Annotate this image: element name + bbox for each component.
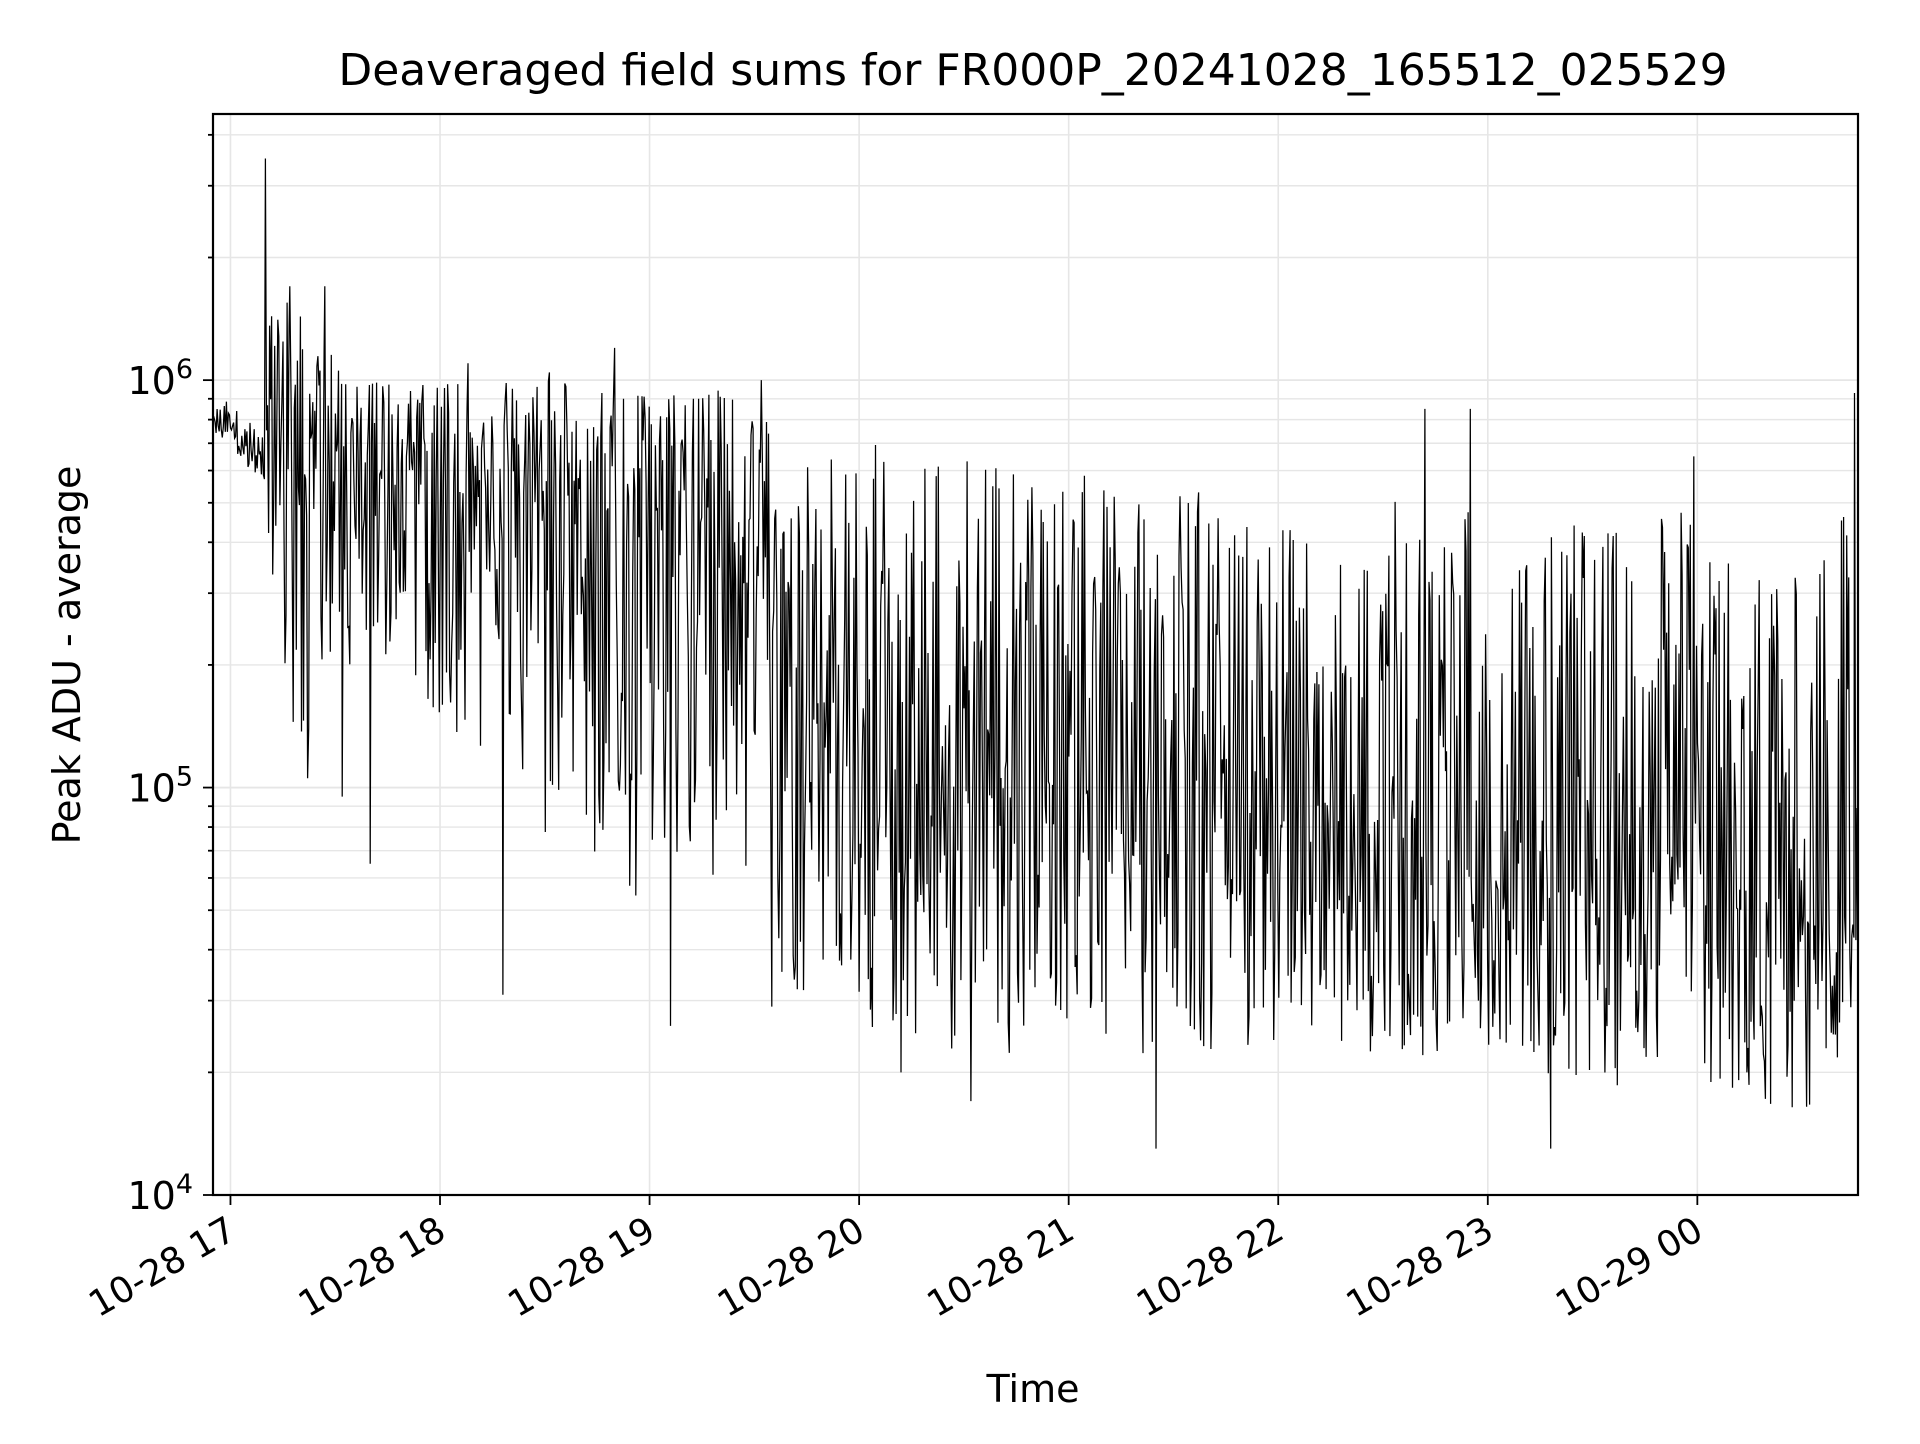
y-axis-label: Peak ADU - average — [45, 466, 89, 845]
y-axis-ticks: 104 105 106 — [127, 133, 213, 1218]
y-tick-label: 105 — [127, 762, 193, 811]
chart-title: Deaveraged field sums for FR000P_2024102… — [338, 45, 1727, 96]
y-tick-label: 106 — [127, 354, 193, 403]
x-axis-label: Time — [986, 1367, 1080, 1411]
series-line — [212, 158, 1859, 1149]
series-layer — [212, 158, 1859, 1149]
y-tick-label: 104 — [127, 1169, 193, 1218]
plot-frame — [211, 112, 1860, 1197]
